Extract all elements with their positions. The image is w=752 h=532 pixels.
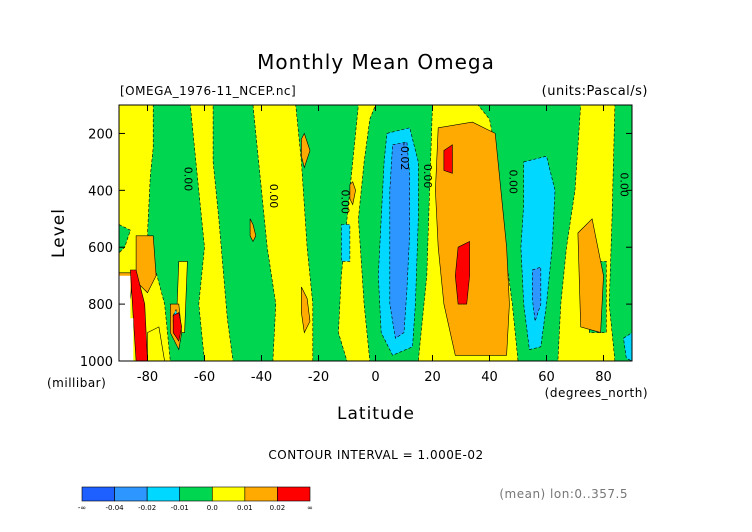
contour-label: 0.00 [267,184,280,209]
contour-fill-layer [119,105,632,361]
colorbar-label: ∞ [307,504,313,512]
contour-region [301,286,311,334]
contour-region [249,218,257,243]
colorbar-swatch [179,486,213,502]
y-tick-label: 1000 [80,355,113,370]
y-axis-units: (millibar) [47,376,106,390]
x-tick-label: 0 [371,370,379,385]
x-tick-label: -80 [137,370,158,385]
x-axis-units: (degrees_north) [545,386,648,400]
colorbar-label: 0.01 [237,504,253,512]
colorbar-label: 0.0 [207,504,218,512]
contour-region [349,181,356,206]
contour-label: 0.00 [338,189,351,214]
contour-label: 0.00 [506,170,519,195]
x-tick-label: 60 [538,370,555,385]
x-tick-label: 40 [481,370,498,385]
contour-region [435,121,510,356]
contour-region [577,218,604,333]
contour-region [301,132,311,169]
contour-region [340,224,351,262]
contour-region [295,105,359,361]
file-label: [OMEGA_1976-11_NCEP.nc] [120,84,296,98]
x-tick-label: -20 [308,370,329,385]
colorbar-label: -0.01 [171,504,189,512]
x-tick-label: -60 [194,370,215,385]
contour-region [147,326,165,361]
colorbar-swatch [277,486,311,502]
y-tick-label: 600 [88,241,113,256]
contour-region [212,105,277,361]
chart-title: Monthly Mean Omega [257,50,495,74]
colorbar-label: -0.02 [138,504,156,512]
x-axis-label: Latitude [337,404,415,424]
colorbar-swatch [211,486,246,502]
contour-region [147,105,205,361]
colorbar-label: -0.04 [106,504,125,512]
contour-label: 0.00 [618,172,631,197]
y-tick-label: 400 [88,184,113,199]
contour-region [608,105,632,361]
y-axis-ticks: 200 400 600 800 1000 [80,127,632,370]
x-tick-label: -40 [251,370,272,385]
colorbar: -∞ -0.04 -0.02 -0.01 0.0 0.01 0.02 ∞ [78,486,313,512]
colorbar-swatch [244,486,278,502]
contour-label: 0.00 [182,167,195,192]
contour-label: 0.00 [421,164,434,189]
colorbar-swatch [146,486,181,502]
colorbar-swatch [81,486,115,502]
contour-region [623,332,632,361]
x-tick-label: 20 [424,370,441,385]
colorbar-swatch [114,486,148,502]
contour-region [172,312,183,342]
contour-label: -0.02 [398,142,411,170]
contour-region [454,241,470,305]
contour-region [520,155,556,350]
units-label: (units:Pascal/s) [542,84,648,99]
contour-region [119,275,134,361]
colorbar-label: -∞ [78,504,86,512]
colorbar-label: 0.02 [270,504,286,512]
x-tick-label: 80 [595,370,612,385]
contour-region [443,144,453,174]
contour-label-layer: 0.00 0.00 0.00 -0.02 0.00 0.00 0.00 [182,142,631,214]
contour-region [389,141,411,339]
contour-region [531,266,542,322]
x-axis-ticks: -80 -60 -40 -20 0 20 40 60 80 [137,105,612,385]
y-tick-label: 200 [88,127,113,142]
y-axis-label: Level [49,208,69,258]
footer-label: (mean) lon:0..357.5 [499,487,628,501]
y-tick-label: 800 [88,298,113,313]
contour-interval-label: CONTOUR INTERVAL = 1.000E-02 [268,448,483,462]
